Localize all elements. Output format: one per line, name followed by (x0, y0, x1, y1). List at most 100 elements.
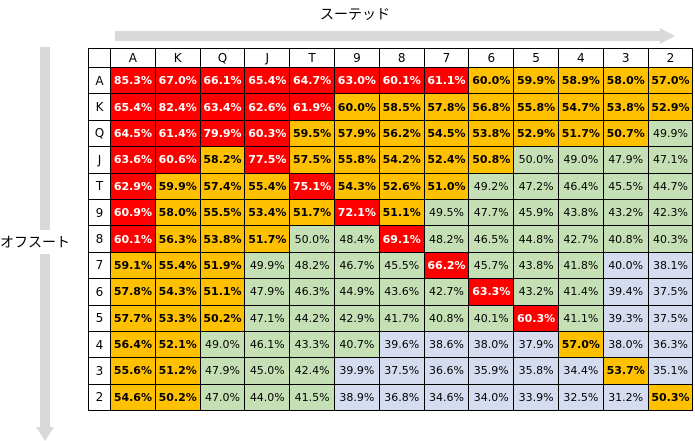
equity-cell: 43.8% (514, 252, 559, 280)
row-header: Q (88, 120, 111, 148)
equity-cell: 82.4% (155, 94, 201, 121)
equity-cell: 60.0% (334, 94, 380, 121)
equity-cell: 47.9% (200, 358, 246, 385)
equity-cell: 55.8% (514, 94, 559, 121)
equity-cell: 36.3% (648, 331, 694, 359)
equity-cell: 51.1% (200, 279, 246, 306)
equity-cell: 52.1% (155, 331, 201, 359)
equity-cell: 40.3% (648, 226, 694, 253)
equity-cell: 40.1% (469, 305, 515, 332)
equity-cell: 77.5% (245, 147, 291, 174)
column-header: 2 (648, 48, 694, 68)
equity-cell: 39.6% (379, 331, 425, 359)
equity-cell: 35.9% (469, 358, 515, 385)
equity-cell: 39.3% (603, 305, 649, 332)
equity-cell: 33.9% (514, 384, 559, 412)
equity-cell: 44.0% (245, 384, 291, 412)
equity-cell: 37.9% (514, 331, 559, 359)
equity-cell: 41.5% (290, 384, 335, 412)
equity-cell: 51.7% (290, 199, 335, 227)
equity-cell: 54.7% (558, 94, 604, 121)
equity-cell: 51.7% (245, 226, 291, 253)
equity-cell: 46.4% (558, 173, 604, 200)
equity-cell: 57.9% (334, 120, 380, 148)
equity-cell: 66.2% (424, 252, 470, 280)
equity-cell: 54.5% (424, 120, 470, 148)
equity-cell: 63.6% (111, 147, 156, 174)
equity-cell: 60.6% (155, 147, 201, 174)
equity-cell: 59.9% (155, 173, 201, 200)
equity-cell: 42.4% (290, 358, 335, 385)
equity-cell: 56.2% (379, 120, 425, 148)
row-header: 9 (88, 199, 111, 227)
equity-cell: 66.1% (200, 68, 246, 95)
equity-cell: 45.9% (514, 199, 559, 227)
equity-cell: 42.3% (648, 199, 694, 227)
column-header: 7 (424, 48, 470, 68)
equity-cell: 57.7% (111, 305, 156, 332)
equity-cell: 53.3% (155, 305, 201, 332)
column-header: 5 (514, 48, 559, 68)
equity-cell: 46.7% (334, 252, 380, 280)
equity-cell: 51.0% (424, 173, 470, 200)
row-header: A (88, 68, 111, 95)
equity-cell: 42.7% (558, 226, 604, 253)
equity-cell: 63.3% (469, 279, 515, 306)
equity-cell: 72.1% (334, 199, 380, 227)
equity-cell: 53.4% (245, 199, 291, 227)
equity-cell: 40.7% (334, 331, 380, 359)
equity-cell: 47.1% (245, 305, 291, 332)
row-header: 7 (88, 252, 111, 280)
equity-cell: 65.4% (111, 94, 156, 121)
equity-cell: 41.4% (558, 279, 604, 306)
suited-axis-label: スーテッド (320, 7, 390, 23)
equity-cell: 49.9% (648, 120, 694, 148)
equity-cell: 55.4% (155, 252, 201, 280)
equity-cell: 42.9% (334, 305, 380, 332)
column-header: Q (200, 48, 246, 68)
equity-cell: 61.9% (290, 94, 335, 121)
equity-cell: 45.7% (469, 252, 515, 280)
equity-cell: 34.6% (424, 384, 470, 412)
equity-cell: 35.8% (514, 358, 559, 385)
equity-cell: 44.8% (514, 226, 559, 253)
equity-cell: 56.8% (469, 94, 515, 121)
column-header: 9 (334, 48, 380, 68)
equity-cell: 40.8% (424, 305, 470, 332)
equity-cell: 53.8% (200, 226, 246, 253)
equity-cell: 43.2% (514, 279, 559, 306)
equity-cell: 53.8% (603, 94, 649, 121)
equity-cell: 63.0% (334, 68, 380, 95)
equity-cell: 64.7% (290, 68, 335, 95)
equity-cell: 60.9% (111, 199, 156, 227)
equity-cell: 44.2% (290, 305, 335, 332)
equity-cell: 46.1% (245, 331, 291, 359)
equity-cell: 52.6% (379, 173, 425, 200)
equity-cell: 48.2% (424, 226, 470, 253)
table-corner (88, 48, 111, 68)
equity-cell: 50.0% (514, 147, 559, 174)
equity-cell: 61.4% (155, 120, 201, 148)
equity-cell: 39.4% (603, 279, 649, 306)
equity-cell: 69.1% (379, 226, 425, 253)
equity-cell: 62.9% (111, 173, 156, 200)
equity-cell: 58.0% (603, 68, 649, 95)
equity-cell: 58.2% (200, 147, 246, 174)
equity-cell: 43.2% (603, 199, 649, 227)
row-header: K (88, 94, 111, 121)
column-header: 6 (469, 48, 515, 68)
equity-cell: 54.3% (334, 173, 380, 200)
hand-equity-table: A K Q J T 9 8 7 6 5 4 3 2 A 85.3% 67.0% 66.1% 65.4% 64.7% 6… (88, 48, 694, 412)
column-header: 4 (558, 48, 604, 68)
equity-cell: 52.9% (514, 120, 559, 148)
equity-cell: 49.0% (200, 331, 246, 359)
suited-arrow-icon (115, 28, 675, 44)
row-header: 5 (88, 305, 111, 332)
equity-cell: 47.0% (200, 384, 246, 412)
equity-cell: 60.1% (111, 226, 156, 253)
equity-cell: 57.4% (200, 173, 246, 200)
equity-cell: 50.8% (469, 147, 515, 174)
equity-cell: 53.8% (469, 120, 515, 148)
equity-cell: 57.0% (648, 68, 694, 95)
equity-cell: 62.6% (245, 94, 291, 121)
